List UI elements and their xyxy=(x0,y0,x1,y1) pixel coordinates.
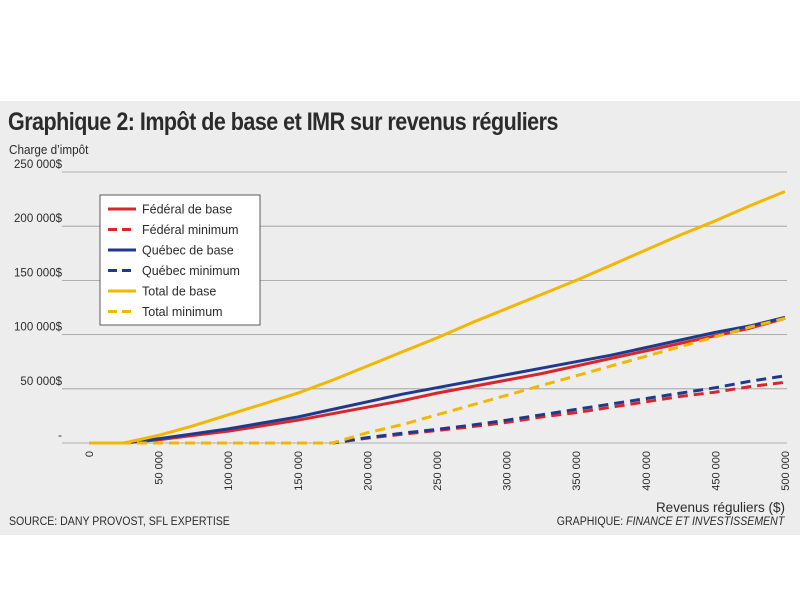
x-tick-label: 400 000 xyxy=(641,451,653,491)
y-tick-label: 150 000$ xyxy=(14,267,63,279)
credit-name: FINANCE ET INVESTISSEMENT xyxy=(625,516,784,528)
x-tick-label: 0 xyxy=(84,451,96,457)
x-tick-label: 350 000 xyxy=(571,451,583,491)
x-tick-label: 500 000 xyxy=(780,451,792,491)
credit-prefix: GRAPHIQUE: xyxy=(556,516,626,528)
series-line-1 xyxy=(89,316,786,445)
x-tick-label: 50 000 xyxy=(154,451,166,485)
series-line-3 xyxy=(89,315,786,445)
legend-label-3: Québec de base xyxy=(142,244,234,258)
x-tick-label: 200 000 xyxy=(362,451,374,491)
legend-label-2: Fédéral minimum xyxy=(142,223,239,237)
x-axis-label: Revenus réguliers ($) xyxy=(656,500,785,515)
source-note: SOURCE: DANY PROVOST, SFL EXPERTISE xyxy=(9,516,230,528)
x-tick-label: 300 000 xyxy=(502,451,514,491)
x-tick-label: 450 000 xyxy=(710,451,722,491)
series-line-5 xyxy=(89,190,786,445)
y-tick-label: - xyxy=(58,430,62,442)
y-tick-label: 200 000$ xyxy=(14,213,63,225)
legend-label-4: Québec minimum xyxy=(142,264,240,278)
x-tick-label: 100 000 xyxy=(223,451,235,491)
chart-title: Graphique 2: Impôt de base et IMR sur re… xyxy=(8,108,558,136)
y-axis-label: Charge d’impôt xyxy=(9,142,89,157)
legend-label-6: Total minimum xyxy=(142,305,223,319)
y-tick-label: 50 000$ xyxy=(20,376,62,388)
graphic-credit: GRAPHIQUE: FINANCE ET INVESTISSEMENT xyxy=(556,516,784,528)
x-tick-label: 150 000 xyxy=(293,451,305,491)
legend-label-5: Total de base xyxy=(142,285,216,299)
y-tick-label: 250 000$ xyxy=(14,159,63,171)
series-line-6 xyxy=(89,316,786,445)
legend-box xyxy=(99,194,261,326)
x-tick-label: 250 000 xyxy=(432,451,444,491)
y-tick-label: 100 000$ xyxy=(14,322,63,334)
legend-label-1: Fédéral de base xyxy=(142,203,232,217)
